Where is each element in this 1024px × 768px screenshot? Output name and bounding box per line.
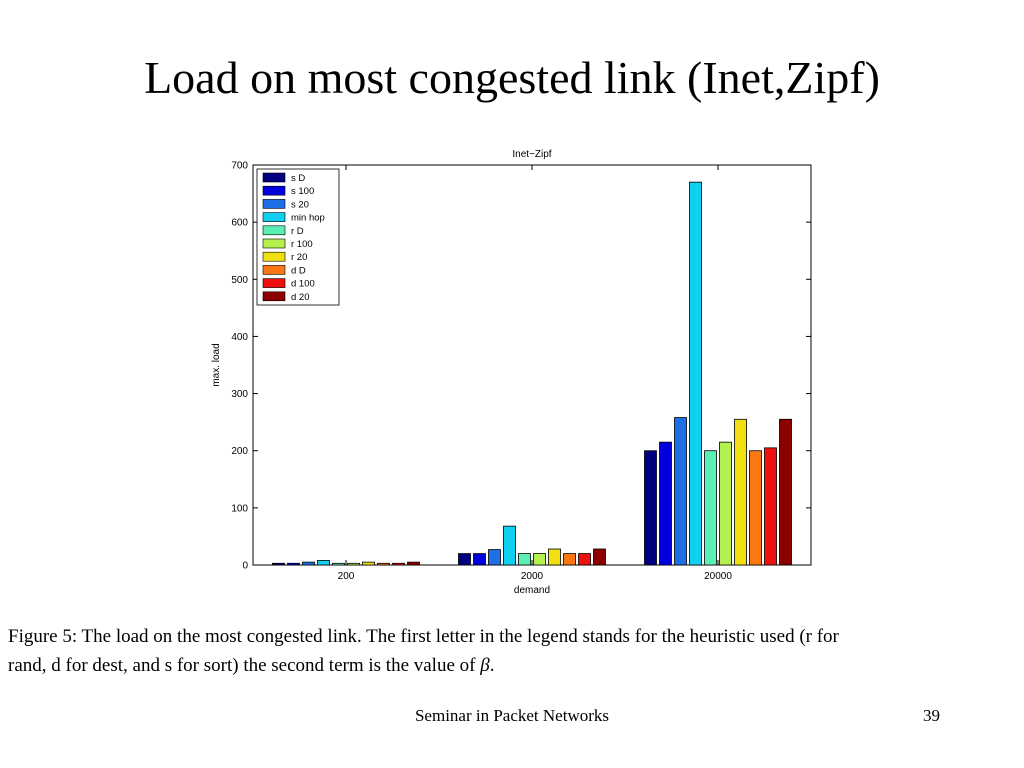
legend-swatch	[262, 212, 286, 222]
caption-line-2-end: .	[489, 655, 495, 676]
bar	[779, 418, 792, 566]
x-tick-label: 2000	[521, 571, 544, 582]
chart-title: Inet−Zipf	[512, 149, 551, 160]
legend-swatch	[262, 172, 286, 183]
caption-line-2-text: rand, d for dest, and s for sort) the se…	[8, 655, 481, 676]
legend-swatch	[262, 278, 286, 288]
bar	[734, 418, 747, 566]
legend-label: d 20	[291, 292, 310, 303]
bar	[704, 450, 717, 566]
bar	[392, 562, 405, 566]
legend-swatch	[262, 265, 286, 275]
caption-line-2: rand, d for dest, and s for sort) the se…	[8, 651, 1020, 680]
x-tick-label: 20000	[704, 571, 732, 582]
y-tick-label: 300	[231, 389, 248, 400]
legend-label: d 100	[291, 279, 315, 290]
legend-label: r 20	[291, 252, 307, 263]
y-tick-label: 200	[231, 446, 248, 457]
page-number: 39	[923, 706, 940, 725]
figure-caption: Figure 5: The load on the most congested…	[8, 622, 1020, 680]
bar	[764, 447, 777, 566]
bar	[407, 561, 420, 566]
bar	[674, 417, 687, 566]
x-tick-label: 200	[338, 571, 355, 582]
bars	[272, 181, 792, 566]
y-axis-label: max. load	[211, 343, 222, 386]
bar	[302, 561, 315, 566]
y-tick-label: 0	[242, 561, 248, 572]
bar	[488, 549, 501, 566]
bar	[548, 548, 561, 566]
bar	[578, 553, 591, 566]
legend-label: r 100	[291, 239, 313, 250]
y-tick-label: 500	[231, 275, 248, 286]
bar	[317, 560, 330, 566]
bar	[533, 553, 546, 566]
bar	[689, 181, 702, 566]
bar	[473, 553, 486, 566]
bar	[719, 441, 732, 566]
caption-line-1: Figure 5: The load on the most congested…	[8, 626, 839, 647]
legend-label: r D	[291, 226, 304, 237]
legend-swatch	[262, 251, 286, 262]
y-tick-label: 600	[231, 218, 248, 229]
bar	[749, 450, 762, 566]
legend-swatch	[262, 291, 286, 302]
y-tick-label: 700	[231, 161, 248, 172]
legend-label: s 100	[291, 186, 314, 197]
axis-ticks: 0 100 200 300 400 500 600 700 200 2000 20000	[231, 161, 811, 582]
y-tick-label: 400	[231, 332, 248, 343]
legend-swatch	[262, 225, 286, 236]
beta-symbol: β	[480, 655, 490, 676]
bar	[332, 562, 345, 566]
bar	[377, 562, 390, 566]
bar	[503, 525, 516, 566]
legend-swatch	[262, 199, 286, 209]
x-axis-label: demand	[514, 585, 550, 596]
legend-label: min hop	[291, 213, 325, 224]
bar	[347, 562, 360, 566]
bar	[287, 562, 300, 566]
bar	[518, 553, 531, 566]
slide-footer: Seminar in Packet Networks	[414, 706, 610, 725]
bar	[362, 561, 375, 566]
plot-area-frame	[252, 164, 812, 566]
bar	[659, 441, 672, 566]
slide-title: Load on most congested link (Inet,Zipf)	[144, 52, 880, 103]
legend-label: s 20	[291, 199, 309, 210]
legend-label: d D	[291, 265, 306, 276]
legend-swatch	[262, 238, 286, 249]
legend-swatch	[262, 185, 286, 196]
bar	[593, 548, 606, 566]
legend: s D s 100 s 20 min hop r D r 100 r 20 d D d 100 d…	[256, 168, 340, 306]
bar	[272, 562, 285, 566]
legend-label: s D	[291, 173, 305, 184]
bar	[458, 553, 471, 566]
bar	[563, 553, 576, 566]
bar	[644, 450, 657, 566]
y-tick-label: 100	[231, 503, 248, 514]
